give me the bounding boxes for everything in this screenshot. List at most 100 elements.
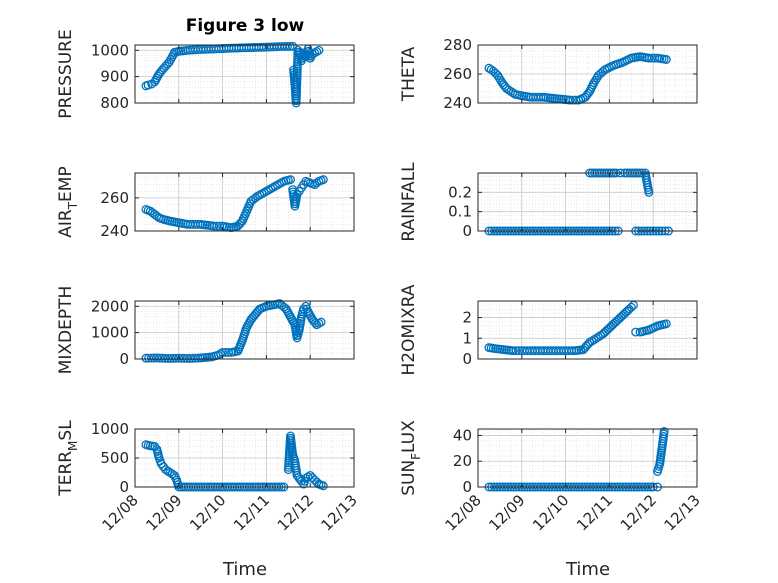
data-point — [511, 346, 521, 356]
data-point — [312, 320, 322, 330]
subplot-3: 240 260 AIRTEMP — [56, 166, 355, 240]
x-tick-label: 12/11 — [573, 491, 616, 534]
data-point — [504, 85, 514, 95]
y-tick-label: 500 — [100, 449, 129, 467]
data-point — [299, 304, 309, 314]
x-axis-label-right: Time — [565, 559, 610, 580]
x-tick-label: 12/11 — [230, 491, 273, 534]
axes-box — [477, 172, 698, 232]
subplot-7: 0 500 1000 TERRMSL 12/08 12/09 12/10 12/11 12/12… — [56, 420, 361, 535]
x-tick-label: 12/13 — [661, 491, 704, 534]
data-point — [310, 48, 320, 58]
subplot-4: 00.1 0.2 RAINFALL — [399, 162, 698, 242]
data-point — [286, 175, 295, 185]
subplot-2: 240 260 280 THETA — [399, 36, 698, 112]
subplot-5: 0 1000 2000 MIXDEPTH — [56, 286, 355, 375]
subplot-1: 800 900 1000 PRESSURE — [56, 29, 355, 119]
y-tick-label: 280 — [443, 36, 472, 54]
y-axis-label: TERRMSL — [56, 420, 80, 497]
data-point — [250, 193, 260, 203]
data-point — [508, 346, 518, 356]
y-tick-label: 20 — [453, 452, 472, 470]
axes-box — [134, 300, 355, 360]
y-tick-label: 0 — [119, 350, 129, 368]
y-tick-label: 2 — [462, 309, 472, 327]
data-point — [307, 49, 317, 59]
axes-box — [477, 300, 698, 360]
data-point — [285, 41, 295, 51]
data-point — [318, 175, 328, 185]
y-tick-label: 900 — [100, 68, 129, 86]
data-point — [659, 427, 669, 437]
axes-box — [134, 172, 355, 232]
x-tick-label: 12/10 — [186, 491, 229, 534]
data-point — [312, 477, 322, 487]
data-point — [312, 47, 322, 57]
data-point — [165, 468, 175, 477]
x-tick-label: 12/08 — [99, 491, 142, 534]
data-point — [209, 221, 219, 231]
data-point — [661, 319, 671, 329]
data-point — [587, 336, 597, 346]
data-point — [594, 332, 603, 342]
x-tick-label: 12/12 — [617, 491, 660, 534]
data-point — [585, 337, 595, 347]
y-tick-label: 240 — [100, 222, 129, 240]
y-tick-label: 260 — [100, 189, 129, 207]
data-point — [589, 335, 599, 345]
y-tick-label: 240 — [443, 94, 472, 112]
axes-box — [134, 44, 355, 104]
data-point — [565, 95, 575, 105]
y-tick-label: 0 — [462, 478, 472, 496]
data-point — [316, 317, 326, 327]
data-point — [644, 187, 654, 197]
y-tick-label: 800 — [100, 94, 129, 112]
y-tick-label: 0.1 — [448, 203, 472, 221]
data-point — [301, 473, 311, 483]
y-axis-label: PRESSURE — [56, 29, 76, 118]
data-point — [314, 45, 324, 55]
data-point — [484, 63, 494, 73]
y-tick-label: 40 — [453, 426, 472, 444]
y-axis-label: AIRTEMP — [56, 166, 80, 237]
data-point — [591, 333, 601, 343]
data-point — [163, 466, 173, 476]
y-tick-label: 0 — [462, 350, 472, 368]
data-point — [318, 481, 328, 491]
x-tick-label: 12/10 — [529, 491, 572, 534]
axes-box — [477, 428, 698, 488]
data-point — [626, 302, 636, 312]
y-tick-label: 1000 — [91, 41, 129, 59]
data-point — [314, 318, 324, 328]
axes-background — [478, 173, 697, 231]
data-point — [282, 41, 292, 51]
y-tick-label: 1000 — [91, 324, 129, 342]
y-axis-label: THETA — [399, 46, 419, 102]
x-tick-label: 12/09 — [142, 491, 185, 534]
data-point — [631, 327, 641, 337]
x-tick-label: 12/12 — [274, 491, 317, 534]
subplot-6: 0 1 2 H2OMIXRA — [399, 284, 698, 376]
y-tick-label: 2000 — [91, 297, 129, 315]
figure-title: Figure 3 low — [186, 16, 305, 36]
data-point — [310, 318, 320, 328]
x-tick-label: 12/09 — [485, 491, 528, 534]
data-point — [502, 84, 511, 93]
y-axis-label: SUNFLUX — [399, 420, 423, 496]
data-point — [661, 55, 671, 64]
y-tick-label: 0 — [462, 222, 472, 240]
y-tick-label: 1000 — [91, 420, 129, 438]
x-axis-label-left: Time — [222, 559, 267, 580]
x-tick-label: 12/13 — [318, 491, 361, 534]
subplot-8: 0 20 40 SUNFLUX 12/08 12/09 12/10 12/11 12/12 12/… — [399, 420, 704, 535]
data-point — [644, 53, 654, 63]
x-tick-label: 12/08 — [442, 491, 485, 534]
y-tick-label: 1 — [462, 329, 472, 347]
y-axis-label: RAINFALL — [399, 162, 419, 242]
y-tick-label: 0.2 — [448, 183, 472, 201]
y-axis-label: MIXDEPTH — [56, 286, 76, 375]
y-tick-label: 0 — [119, 478, 129, 496]
data-point — [305, 470, 315, 480]
